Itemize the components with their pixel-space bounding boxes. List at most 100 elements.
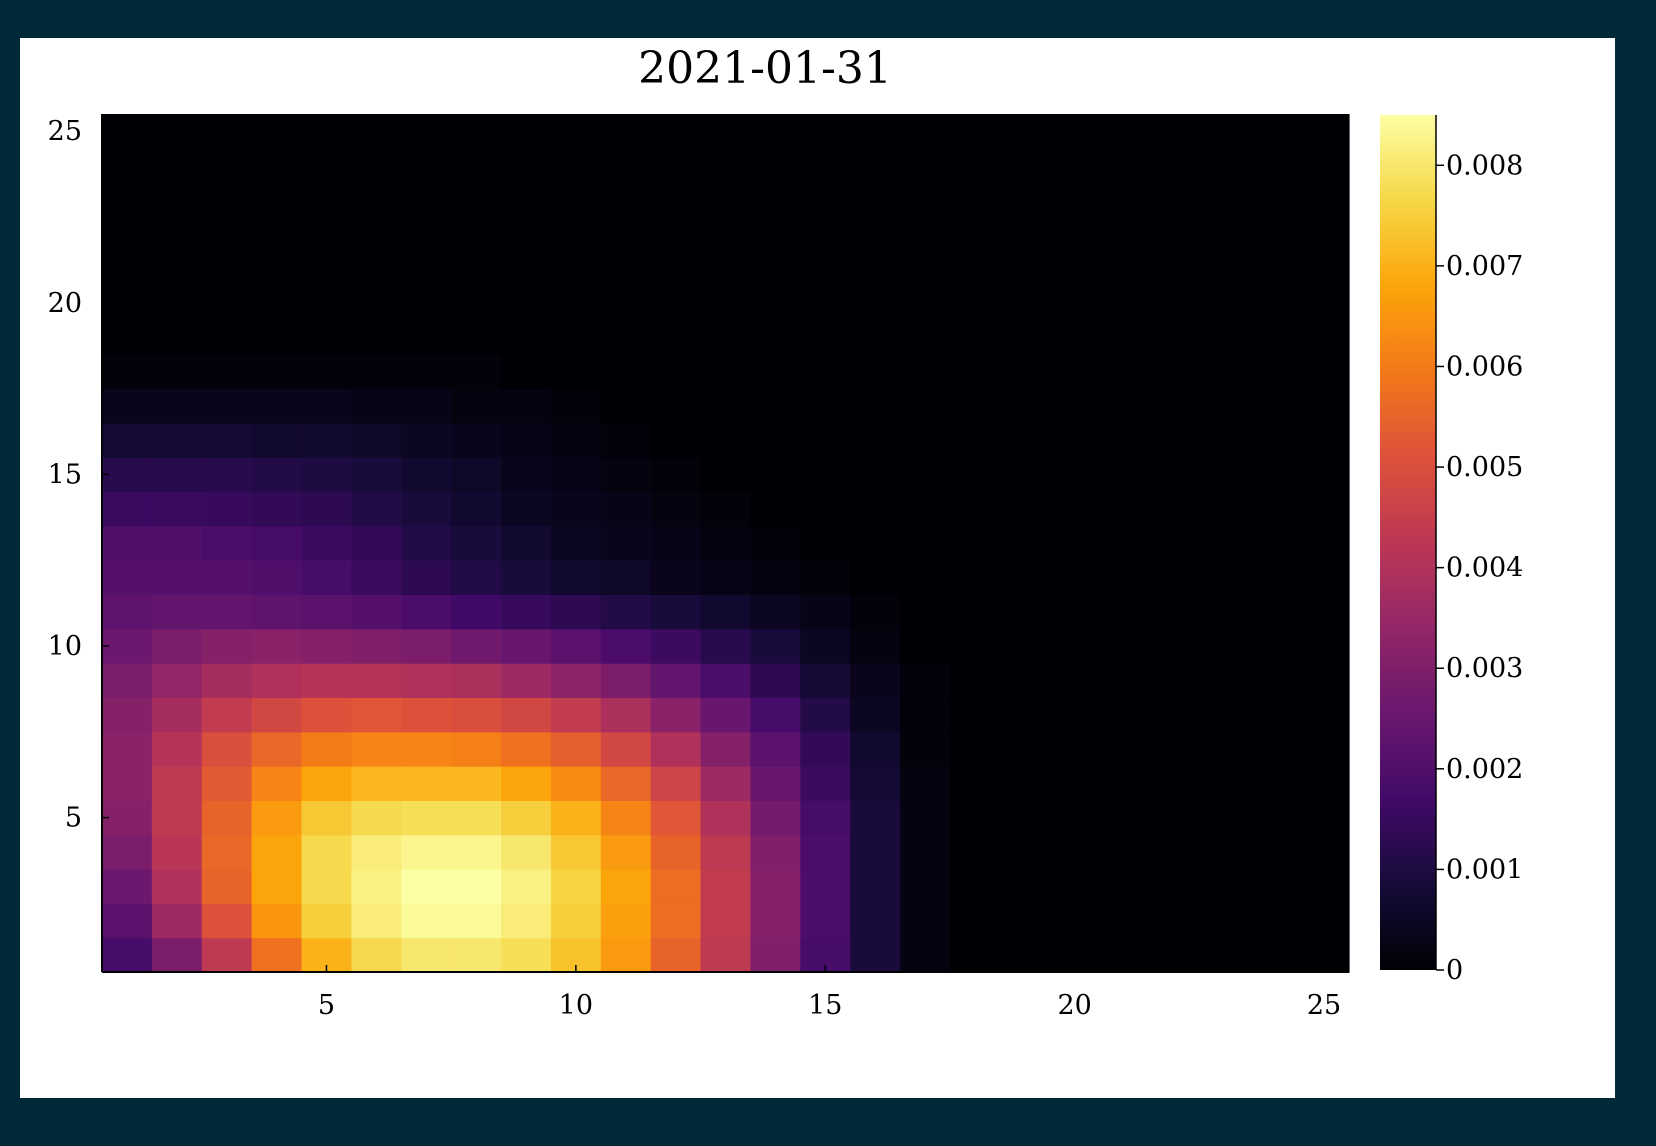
heatmap-cell [151, 834, 203, 870]
heatmap-cell [850, 148, 901, 184]
heatmap-cell [600, 319, 652, 355]
heatmap-cell [351, 560, 402, 596]
heatmap-cell [900, 937, 951, 973]
heatmap-cell [251, 834, 303, 870]
heatmap-cell [600, 216, 652, 252]
heatmap-cell [1299, 903, 1350, 939]
heatmap-cell [1049, 869, 1101, 904]
heatmap-cell [550, 148, 602, 184]
heatmap-cell [650, 800, 702, 836]
heatmap-cell [650, 491, 702, 527]
heatmap-cell [550, 525, 602, 561]
heatmap-cell [750, 628, 801, 664]
heatmap-cell [600, 560, 652, 596]
heatmap-cell [301, 388, 352, 424]
heatmap-cell [1149, 422, 1200, 458]
heatmap-cell [650, 766, 702, 801]
heatmap-cell [750, 388, 801, 424]
heatmap-cell [1299, 628, 1350, 664]
heatmap-cell [999, 525, 1051, 561]
heatmap-cell [151, 354, 203, 390]
heatmap-cell [650, 731, 702, 767]
heatmap-cell [900, 663, 951, 699]
heatmap-cell [251, 114, 303, 149]
heatmap-cell [700, 800, 752, 836]
heatmap-cell [251, 388, 303, 424]
heatmap-cell [1199, 766, 1250, 801]
heatmap-cell [850, 697, 901, 733]
heatmap-cell [1099, 216, 1151, 252]
heatmap-cell [501, 491, 552, 527]
heatmap-cell [999, 388, 1051, 424]
heatmap-cell [999, 594, 1051, 630]
heatmap-cell [700, 457, 752, 493]
heatmap-cell [1149, 869, 1200, 904]
heatmap-cell [301, 800, 352, 836]
heatmap-cell [600, 903, 652, 939]
heatmap-cell [102, 594, 153, 630]
heatmap-cell [750, 182, 801, 218]
heatmap-cell [1049, 285, 1101, 321]
heatmap-cell [900, 285, 951, 321]
heatmap-cell [201, 216, 253, 252]
heatmap-cell [451, 148, 502, 184]
heatmap-cell [351, 903, 402, 939]
heatmap-cell [850, 800, 901, 836]
heatmap-cell [351, 148, 402, 184]
heatmap-cell [550, 628, 602, 664]
heatmap-cell [700, 731, 752, 767]
heatmap-cell [401, 216, 452, 252]
heatmap-cell [850, 869, 901, 904]
heatmap-cell [251, 525, 303, 561]
heatmap-cell [600, 285, 652, 321]
heatmap-cell [1099, 766, 1151, 801]
heatmap-cell [900, 525, 951, 561]
heatmap-cell [251, 319, 303, 355]
heatmap-cell [550, 697, 602, 733]
heatmap-cell [600, 731, 652, 767]
heatmap-cell [1149, 594, 1200, 630]
heatmap-cell [600, 937, 652, 973]
heatmap-cell [351, 354, 402, 390]
heatmap-cell [1199, 114, 1250, 149]
heatmap-cell [501, 834, 552, 870]
heatmap-cell [949, 525, 1001, 561]
heatmap-cell [301, 903, 352, 939]
heatmap-cell [1149, 663, 1200, 699]
heatmap-cell [301, 182, 352, 218]
colorbar-tick-label: 0 [1446, 955, 1463, 986]
heatmap-cell [351, 285, 402, 321]
heatmap-cell [251, 937, 303, 973]
heatmap-cell [451, 491, 502, 527]
heatmap-cell [949, 319, 1001, 355]
heatmap-cell [102, 937, 153, 973]
heatmap-cell [1199, 834, 1250, 870]
heatmap-cell [401, 491, 452, 527]
heatmap-cell [102, 285, 153, 321]
heatmap-cell [949, 903, 1001, 939]
heatmap-cell [650, 285, 702, 321]
heatmap-cell [900, 148, 951, 184]
heatmap-cell [301, 869, 352, 904]
heatmap-cell [900, 457, 951, 493]
heatmap-cell [800, 216, 851, 252]
heatmap-cell [351, 114, 402, 149]
heatmap-cell [1149, 285, 1200, 321]
heatmap-cell [1099, 182, 1151, 218]
heatmap-cell [451, 354, 502, 390]
x-tick-label: 25 [1307, 990, 1341, 1021]
heatmap-cell [151, 731, 203, 767]
heatmap-cell [1199, 800, 1250, 836]
heatmap-cell [501, 285, 552, 321]
heatmap-cell [1299, 491, 1350, 527]
heatmap-cell [999, 491, 1051, 527]
heatmap-cell [451, 251, 502, 287]
heatmap-cell [750, 663, 801, 699]
heatmap-cell [800, 663, 851, 699]
heatmap-cell [800, 834, 851, 870]
heatmap-cell [102, 628, 153, 664]
x-tick-label: 10 [559, 990, 593, 1021]
heatmap-cell [650, 903, 702, 939]
heatmap-cell [1099, 388, 1151, 424]
heatmap-cell [301, 663, 352, 699]
